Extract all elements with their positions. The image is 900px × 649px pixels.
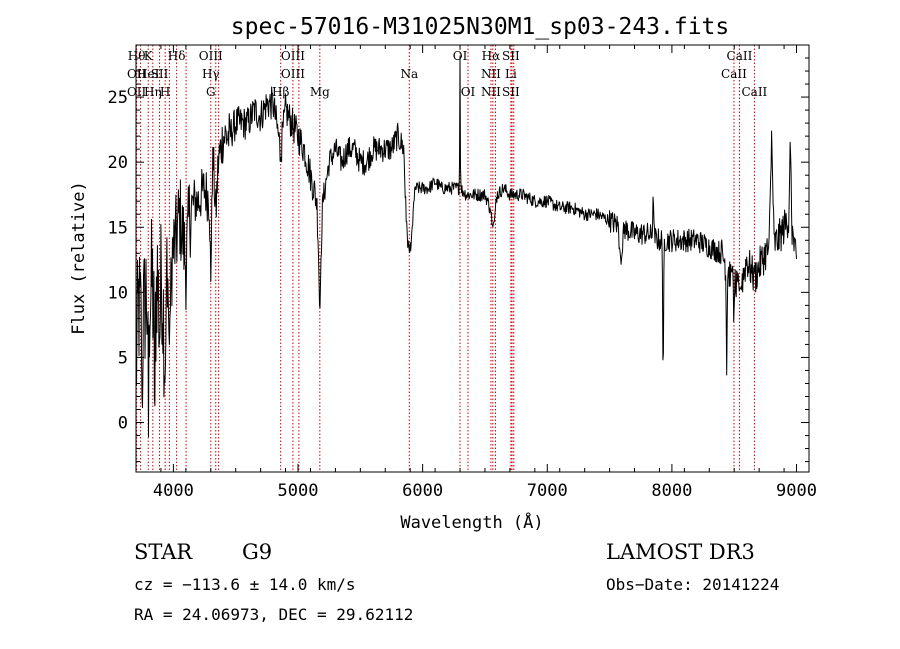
line-marker-label: G — [206, 85, 216, 99]
y-tick-label: 0 — [118, 414, 128, 434]
y-tick-label: 10 — [108, 283, 128, 303]
x-tick-label: 6000 — [402, 481, 443, 501]
x-tick-label: 5000 — [278, 481, 319, 501]
plot-frame — [135, 44, 810, 473]
y-axis-label: Flux (relative) — [69, 181, 89, 335]
coordinates: RA = 24.06973, DEC = 29.62112 — [134, 605, 413, 624]
line-marker-label: Hγ — [202, 67, 220, 81]
y-tick-label: 20 — [108, 153, 128, 173]
y-tick-label: 15 — [108, 218, 128, 238]
line-marker-label: SII — [502, 49, 520, 63]
y-tick-label: 25 — [108, 88, 128, 108]
line-marker-label: Hη — [144, 85, 162, 99]
redshift-velocity: cz = −113.6 ± 14.0 km/s — [134, 575, 356, 594]
line-marker-label: OI — [461, 85, 476, 99]
x-axis-ticks: 4000 5000 6000 7000 8000 9000 — [135, 45, 817, 501]
line-marker-label: SII — [151, 67, 169, 81]
x-axis-label: Wavelength (Å) — [400, 511, 543, 533]
object-subclass: G9 — [242, 540, 272, 564]
y-axis-ticks: 0 5 10 15 20 25 — [108, 57, 809, 463]
line-marker-label: Hα — [482, 49, 501, 63]
line-marker-label: Hθ — [128, 49, 146, 63]
y-tick-label: 5 — [118, 348, 128, 368]
x-tick-label: 4000 — [153, 481, 194, 501]
line-marker-label: OIII — [199, 49, 223, 63]
line-marker-label: HeI — [137, 67, 160, 81]
spectrum-line — [135, 56, 797, 438]
line-marker-label: Li — [505, 67, 517, 81]
line-marker-label: CaII — [741, 85, 767, 99]
line-marker-label: Hβ — [272, 85, 289, 99]
observation-date: Obs−Date: 20141224 — [606, 575, 779, 594]
line-marker-label: Hδ — [168, 49, 186, 63]
x-tick-label: 9000 — [776, 481, 817, 501]
line-marker-label: OIII — [281, 67, 305, 81]
survey-name: LAMOST DR3 — [606, 540, 755, 564]
x-tick-label: 8000 — [651, 481, 692, 501]
line-marker-label: OI — [453, 49, 468, 63]
line-marker-label: NII — [481, 67, 501, 81]
line-marker-label: NII — [481, 85, 501, 99]
x-tick-label: 7000 — [527, 481, 568, 501]
line-marker-label: K — [144, 49, 154, 63]
chart-title: spec-57016-M31025N30M1_sp03-243.fits — [231, 14, 730, 40]
line-marker-label: Na — [400, 67, 418, 81]
line-marker-labels: Hθ OII OII K HeI Hη SII H Hδ OIII Hγ G Hβ OIII OIII Mg N… — [127, 49, 768, 99]
object-class: STAR — [134, 540, 193, 564]
line-marker-label: H — [160, 85, 170, 99]
line-marker-label: CaII — [727, 49, 753, 63]
line-marker-label: OII — [127, 67, 147, 81]
line-marker-label: OII — [127, 85, 147, 99]
line-marker-label: CaII — [721, 67, 747, 81]
line-marker-label: SII — [502, 85, 520, 99]
line-marker-label: OIII — [281, 49, 305, 63]
line-marker-label: Mg — [310, 85, 330, 99]
